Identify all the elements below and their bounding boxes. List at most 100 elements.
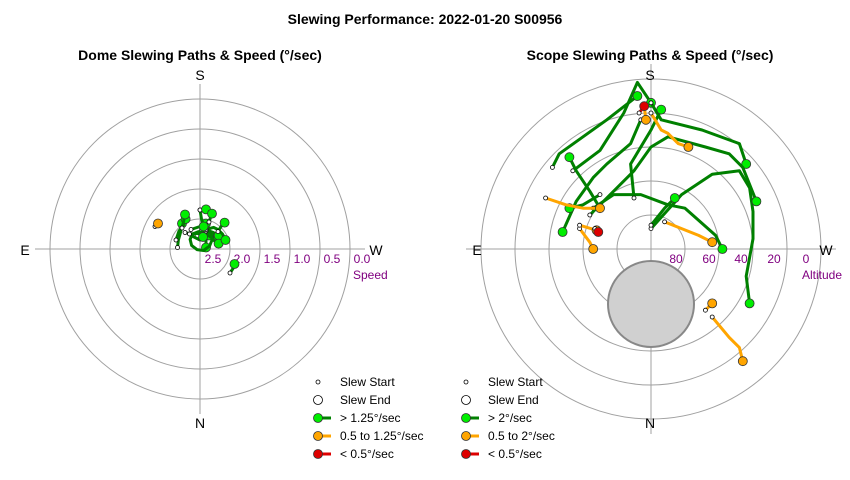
- dome-radial-tick-label: 0.5: [324, 252, 341, 266]
- scope-slew-end-point: [744, 298, 755, 309]
- scope-slew-end-point: [717, 244, 728, 254]
- scope-slew-end-point: [557, 227, 568, 237]
- scope-panel: Scope Slewing Paths & Speed (°/sec) S N …: [461, 47, 842, 461]
- dome-slew-end-point: [198, 221, 209, 232]
- scope-slew-start-point: [543, 195, 548, 201]
- dome-panel: Dome Slewing Paths & Speed (°/sec) S N E…: [20, 47, 423, 461]
- scope-slew-end-point: [683, 142, 694, 152]
- dome-radial-tick-label: 1.0: [294, 252, 311, 266]
- scope-slew-end-point: [595, 203, 605, 214]
- scope-legend-marker: [461, 449, 471, 459]
- scope-slew-end-point: [737, 356, 748, 367]
- scope-slew-end-point: [707, 298, 718, 309]
- scope-slew-end-point: [639, 101, 650, 112]
- dome-radial-ticks: 2.5 2.0 1.5 1.0 0.5 0.0: [205, 252, 371, 266]
- scope-compass-n: N: [645, 415, 655, 431]
- scope-compass-w: W: [819, 242, 833, 258]
- scope-legend-marker: [463, 379, 469, 385]
- scope-slew-start-point: [648, 100, 654, 106]
- dome-compass-e: E: [20, 242, 29, 258]
- scope-slew-end-point: [641, 114, 651, 125]
- scope-legend-marker: [461, 395, 471, 405]
- dome-slew-start-point: [173, 237, 179, 243]
- scope-legend-label: > 2°/sec: [488, 411, 532, 425]
- dome-radial-tick-label: 1.5: [264, 252, 281, 266]
- dome-panel-title: Dome Slewing Paths & Speed (°/sec): [78, 47, 322, 63]
- dome-slew-end-point: [180, 209, 190, 220]
- scope-slew-start-point: [703, 307, 708, 313]
- scope-slew-end-point: [632, 91, 643, 101]
- dome-slew-start-point: [179, 225, 185, 231]
- scope-slew-start-point: [709, 314, 715, 320]
- scope-radial-tick-label: 20: [767, 252, 781, 266]
- dome-slew-end-point: [207, 208, 217, 219]
- dome-compass-n: N: [195, 415, 205, 431]
- dome-legend-marker: [313, 431, 323, 441]
- dome-legend-label: Slew Start: [340, 375, 395, 389]
- dome-radial-axis-label: Speed: [353, 268, 388, 282]
- scope-slew-start-point: [648, 110, 654, 116]
- scope-slew-path: [663, 220, 714, 244]
- dome-legend-label: > 1.25°/sec: [340, 411, 401, 425]
- dome-legend-marker: [313, 395, 323, 405]
- scope-slew-end-point: [656, 104, 667, 115]
- dome-slew-end-point: [220, 235, 231, 245]
- scope-zenith-region: [607, 260, 695, 348]
- scope-slew-end-point: [588, 244, 599, 254]
- scope-slew-path: [710, 315, 745, 363]
- dome-slew-end-point: [198, 232, 208, 242]
- dome-slew-start-point: [187, 231, 192, 237]
- scope-radial-tick-label: 60: [702, 252, 716, 266]
- dome-legend-marker: [313, 413, 323, 423]
- dome-compass-s: S: [195, 67, 204, 83]
- scope-slew-end-point: [593, 227, 604, 237]
- scope-slew-start-point: [648, 222, 654, 228]
- scope-legend-label: 0.5 to 2°/sec: [488, 429, 555, 443]
- scope-slew-end-point: [741, 159, 752, 169]
- dome-slew-end-point: [153, 218, 163, 229]
- dome-radial-tick-label: 2.5: [205, 252, 222, 266]
- scope-slew-start-point: [587, 212, 593, 218]
- scope-legend-marker: [461, 413, 471, 423]
- scope-slew-end-point: [751, 196, 762, 207]
- dome-legend-label: Slew End: [340, 393, 391, 407]
- scope-legend-label: Slew Start: [488, 375, 543, 389]
- scope-compass-s: S: [645, 67, 654, 83]
- scope-legend-marker: [461, 431, 471, 441]
- dome-slew-path: [188, 228, 221, 252]
- scope-slew-end-point: [707, 237, 718, 248]
- scope-slew-end-point: [564, 152, 575, 163]
- scope-legend: Slew Start Slew End > 2°/sec 0.5 to 2°/sec <…: [461, 375, 555, 461]
- scope-radial-tick-label: 0: [803, 252, 810, 266]
- scope-slew-path: [588, 135, 758, 217]
- dome-slew-start-point: [206, 219, 212, 225]
- dome-legend-label: < 0.5°/sec: [340, 447, 394, 461]
- dome-slew-paths: [152, 204, 240, 276]
- scope-slew-start-point: [662, 219, 667, 225]
- chart-title: Slewing Performance: 2022-01-20 S00956: [288, 11, 563, 27]
- dome-legend: Slew Start Slew End > 1.25°/sec 0.5 to 1.25…: [313, 375, 424, 461]
- dome-legend-marker: [313, 449, 323, 459]
- dome-slew-end-point: [219, 217, 230, 228]
- scope-slew-start-point: [577, 222, 582, 228]
- scope-slew-path: [571, 80, 653, 173]
- scope-legend-label: < 0.5°/sec: [488, 447, 542, 461]
- dome-radial-tick-label: 0.0: [354, 252, 371, 266]
- scope-slew-path: [544, 196, 602, 210]
- scope-panel-title: Scope Slewing Paths & Speed (°/sec): [527, 47, 774, 63]
- scope-radial-tick-label: 40: [734, 252, 748, 266]
- dome-slew-start-point: [215, 229, 221, 235]
- scope-compass-e: E: [472, 242, 481, 258]
- dome-slew-start-point: [182, 230, 188, 235]
- scope-radial-tick-label: 80: [669, 252, 683, 266]
- scope-radial-axis-label: Altitude: [802, 268, 842, 282]
- scope-legend-label: Slew End: [488, 393, 539, 407]
- scope-slew-start-point: [597, 192, 603, 198]
- scope-slew-start-point: [550, 164, 555, 170]
- scope-radial-ticks: 80 60 40 20 0: [669, 252, 809, 266]
- scope-slew-start-point: [636, 110, 642, 116]
- scope-slew-start-point: [631, 195, 637, 201]
- dome-slew-start-point: [175, 245, 180, 250]
- dome-legend-marker: [315, 379, 321, 385]
